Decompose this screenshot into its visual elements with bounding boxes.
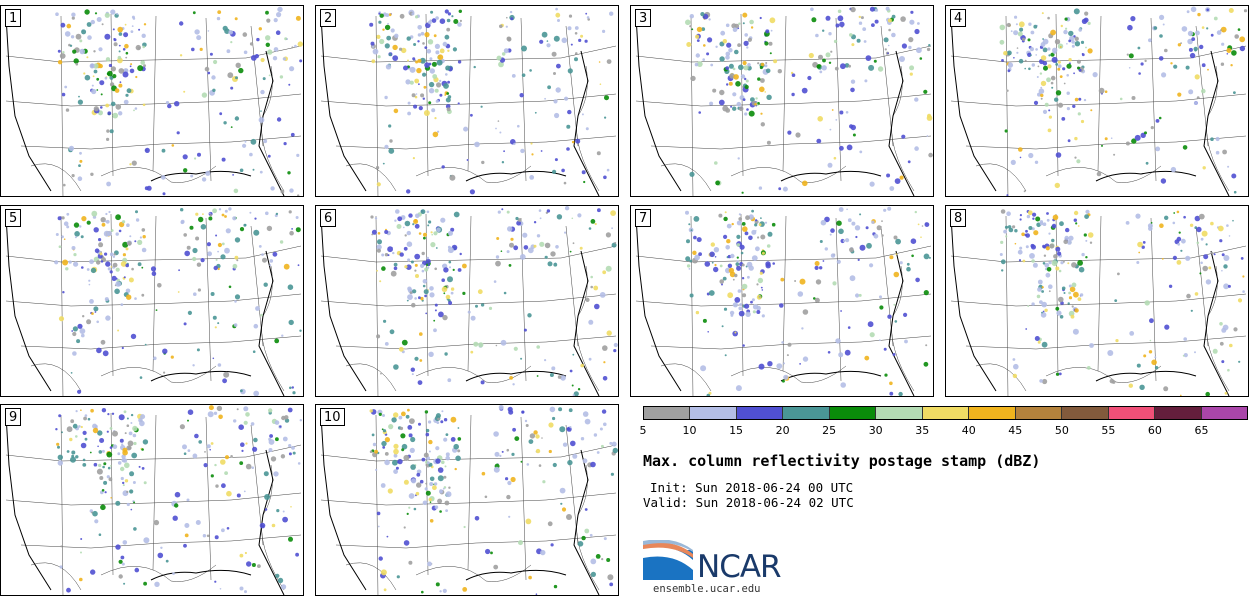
colorbar-swatch <box>1201 407 1248 419</box>
basemap <box>5 13 302 196</box>
member-label: 9 <box>5 408 22 426</box>
reflectivity-echoes <box>685 206 931 396</box>
basemap <box>5 213 302 396</box>
member-panel-8: 8 <box>945 205 1249 397</box>
reflectivity-echoes <box>369 405 618 595</box>
member-label: 10 <box>320 408 345 426</box>
colorbar-swatch <box>969 407 1016 419</box>
colorbar-tick-label: 10 <box>682 424 697 437</box>
map-svg <box>320 206 618 396</box>
reflectivity-echoes <box>370 206 618 396</box>
colorbar-swatch <box>690 407 737 419</box>
colorbar-swatch <box>829 407 877 419</box>
member-panel-9: 9 <box>0 404 304 596</box>
basemap <box>950 213 1247 396</box>
init-time: Init: Sun 2018-06-24 00 UTC <box>650 480 854 495</box>
member-label: 6 <box>320 209 337 227</box>
colorbar-tick-label: 40 <box>961 424 976 437</box>
member-panel-2: 2 <box>315 5 619 197</box>
member-label: 3 <box>635 9 652 27</box>
member-panel-10: 10 <box>315 404 619 596</box>
colorbar-tick-label: 55 <box>1101 424 1116 437</box>
map-svg <box>635 6 933 196</box>
map-svg <box>5 207 302 396</box>
member-label: 2 <box>320 9 337 27</box>
colorbar-tick-label: 65 <box>1194 424 1209 437</box>
colorbar-swatch <box>644 407 691 419</box>
colorbar-swatch <box>736 407 784 419</box>
reflectivity-echoes <box>55 6 303 196</box>
member-panel-6: 6 <box>315 205 619 397</box>
colorbar <box>643 406 1248 420</box>
ncar-logo-text: NCAR <box>697 549 782 585</box>
basemap <box>320 13 617 196</box>
colorbar-tick-label: 35 <box>915 424 930 437</box>
plot-title: Max. column reflectivity postage stamp (… <box>643 452 1041 470</box>
ncar-logo <box>643 540 693 580</box>
reflectivity-echoes <box>685 6 933 194</box>
valid-time: Valid: Sun 2018-06-24 02 UTC <box>643 495 854 510</box>
basemap <box>320 213 617 396</box>
member-label: 8 <box>950 209 967 227</box>
member-label: 4 <box>950 9 967 27</box>
reflectivity-echoes <box>999 209 1245 396</box>
basemap <box>320 412 617 595</box>
colorbar-swatch <box>1155 407 1202 419</box>
colorbar-swatch <box>1015 407 1063 419</box>
colorbar-swatch <box>922 407 970 419</box>
colorbar-tick-label: 15 <box>729 424 744 437</box>
map-svg <box>635 206 932 396</box>
colorbar-swatch <box>876 407 923 419</box>
basemap <box>635 213 932 396</box>
member-panel-4: 4 <box>945 5 1249 197</box>
reflectivity-echoes <box>999 6 1248 196</box>
member-panel-7: 7 <box>630 205 934 397</box>
colorbar-tick-label: 25 <box>822 424 837 437</box>
colorbar-tick-label: 50 <box>1054 424 1069 437</box>
reflectivity-echoes <box>55 405 302 594</box>
member-label: 7 <box>635 209 652 227</box>
site-url[interactable]: ensemble.ucar.edu <box>653 583 761 595</box>
member-panel-1: 1 <box>0 5 304 197</box>
reflectivity-echoes <box>369 7 614 195</box>
map-svg <box>320 405 618 595</box>
colorbar-swatch <box>783 407 830 419</box>
reflectivity-echoes <box>54 207 302 396</box>
basemap <box>950 13 1247 196</box>
colorbar-tick-label: 30 <box>868 424 883 437</box>
map-svg <box>5 6 303 196</box>
colorbar-swatch <box>1062 407 1109 419</box>
map-svg <box>950 209 1247 396</box>
colorbar-swatch <box>1108 407 1156 419</box>
colorbar-tick-label: 20 <box>775 424 790 437</box>
colorbar-tick-label: 5 <box>639 424 647 437</box>
member-panel-3: 3 <box>630 5 934 197</box>
member-panel-5: 5 <box>0 205 304 397</box>
member-label: 1 <box>5 9 22 27</box>
colorbar-tick-label: 45 <box>1008 424 1023 437</box>
map-svg <box>320 7 617 196</box>
basemap <box>635 13 932 196</box>
map-svg <box>5 405 302 595</box>
map-svg <box>950 6 1248 196</box>
member-label: 5 <box>5 209 22 227</box>
colorbar-tick-label: 60 <box>1147 424 1162 437</box>
basemap <box>5 412 302 595</box>
